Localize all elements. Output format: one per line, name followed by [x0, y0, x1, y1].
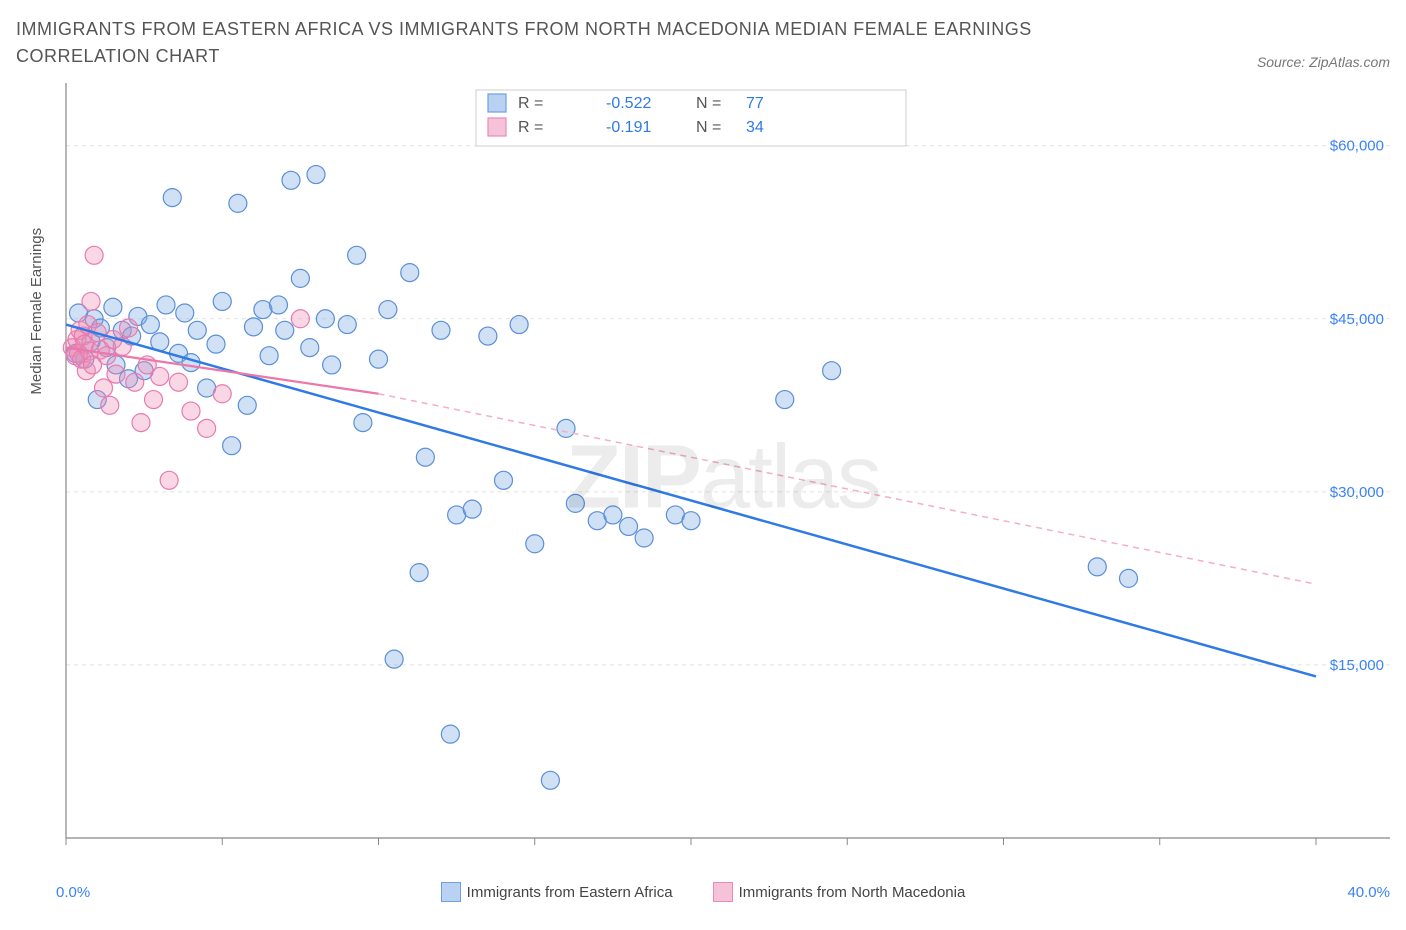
x-axis-max-label: 40.0%: [1347, 884, 1390, 901]
svg-text:77: 77: [746, 95, 764, 112]
svg-text:-0.522: -0.522: [606, 95, 651, 112]
source-credit: Source: ZipAtlas.com: [1257, 54, 1390, 70]
svg-text:$45,000: $45,000: [1330, 311, 1384, 328]
title-row: IMMIGRANTS FROM EASTERN AFRICA VS IMMIGR…: [16, 16, 1390, 70]
chart-title: IMMIGRANTS FROM EASTERN AFRICA VS IMMIGR…: [16, 16, 1116, 70]
legend-swatch-icon: [441, 882, 461, 902]
y-axis-label: Median Female Earnings: [28, 228, 45, 395]
svg-text:N =: N =: [696, 119, 721, 136]
svg-text:$15,000: $15,000: [1330, 657, 1384, 674]
svg-text:R =: R =: [518, 95, 543, 112]
chart-container: IMMIGRANTS FROM EASTERN AFRICA VS IMMIGR…: [16, 16, 1390, 902]
svg-text:34: 34: [746, 119, 764, 136]
svg-text:R =: R =: [518, 119, 543, 136]
legend-item-series-b: Immigrants from North Macedonia: [713, 882, 966, 902]
svg-text:N =: N =: [696, 95, 721, 112]
svg-text:$30,000: $30,000: [1330, 484, 1384, 501]
svg-text:$60,000: $60,000: [1330, 138, 1384, 155]
legend-swatch-icon: [713, 882, 733, 902]
scatter-chart: $15,000 $30,000 $45,000 $60,000 R = -0.522 N =…: [56, 78, 1390, 868]
legend-item-series-a: Immigrants from Eastern Africa: [441, 882, 673, 902]
legend-label: Immigrants from North Macedonia: [739, 884, 966, 901]
svg-text:-0.191: -0.191: [606, 119, 651, 136]
bottom-legend: 0.0% Immigrants from Eastern Africa Immi…: [16, 882, 1390, 902]
legend-label: Immigrants from Eastern Africa: [467, 884, 673, 901]
x-axis-min-label: 0.0%: [56, 884, 90, 901]
plot-area: Median Female Earnings $15,000$30,000$45…: [56, 78, 1390, 878]
